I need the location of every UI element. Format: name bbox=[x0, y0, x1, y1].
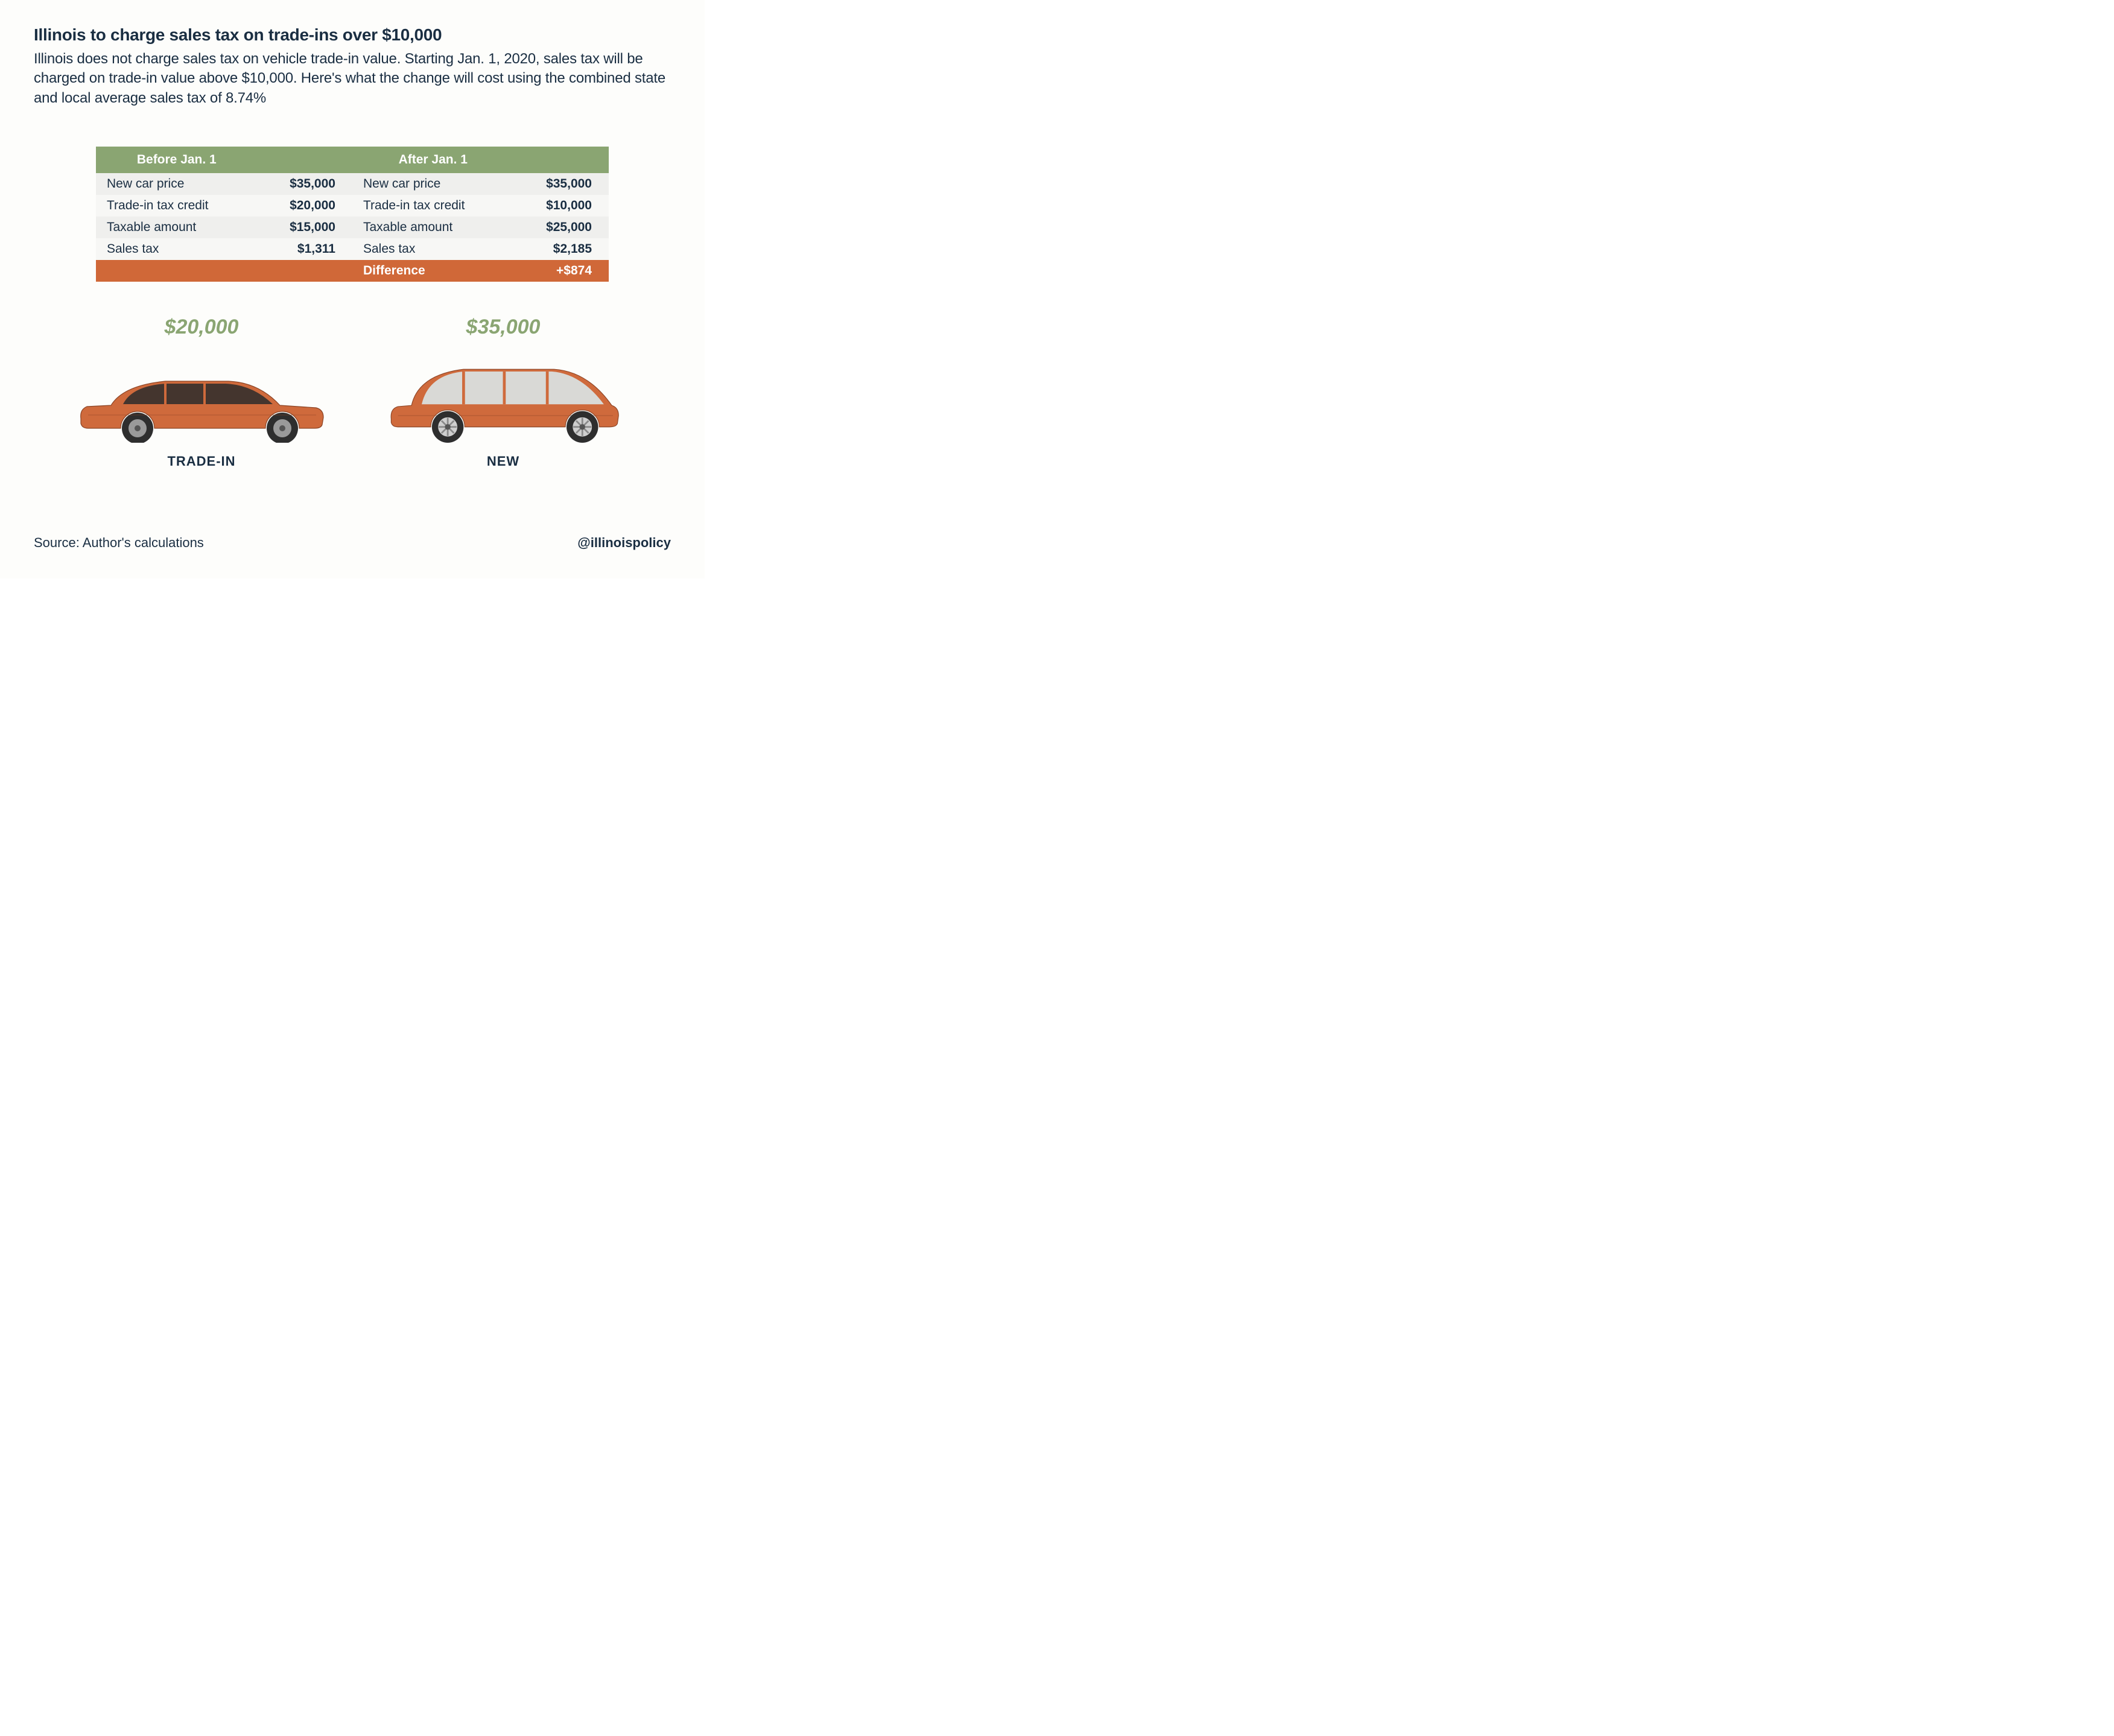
cell-label: New car price bbox=[96, 173, 258, 195]
tradein-price: $20,000 bbox=[165, 315, 239, 339]
new-price: $35,000 bbox=[466, 315, 541, 339]
social-handle: @illinoispolicy bbox=[577, 535, 671, 551]
page-title: Illinois to charge sales tax on trade-in… bbox=[34, 25, 671, 45]
cell-label: New car price bbox=[352, 173, 514, 195]
cell-value: $10,000 bbox=[514, 195, 609, 217]
cell-label: Sales tax bbox=[96, 238, 258, 260]
col-before-value-header bbox=[258, 147, 352, 173]
table-row: Trade-in tax credit $20,000 Trade-in tax… bbox=[96, 195, 609, 217]
difference-value: +$874 bbox=[514, 260, 609, 282]
cell-label: Trade-in tax credit bbox=[96, 195, 258, 217]
cell-value: $2,185 bbox=[514, 238, 609, 260]
sedan-car-icon bbox=[75, 352, 328, 443]
cell-label: Sales tax bbox=[352, 238, 514, 260]
cell-empty bbox=[258, 260, 352, 282]
infographic-canvas: Illinois to charge sales tax on trade-in… bbox=[0, 0, 705, 578]
cell-value: $35,000 bbox=[258, 173, 352, 195]
difference-label: Difference bbox=[352, 260, 514, 282]
cell-value: $35,000 bbox=[514, 173, 609, 195]
cell-label: Trade-in tax credit bbox=[352, 195, 514, 217]
col-after-header: After Jan. 1 bbox=[352, 147, 514, 173]
table-row: New car price $35,000 New car price $35,… bbox=[96, 173, 609, 195]
source-text: Source: Author's calculations bbox=[34, 535, 204, 551]
cell-value: $1,311 bbox=[258, 238, 352, 260]
comparison-table: Before Jan. 1 After Jan. 1 New car price… bbox=[96, 147, 609, 282]
col-after-value-header bbox=[514, 147, 609, 173]
new-car-column: $35,000 bbox=[364, 315, 642, 469]
cell-empty bbox=[96, 260, 258, 282]
cell-label: Taxable amount bbox=[96, 217, 258, 238]
cell-label: Taxable amount bbox=[352, 217, 514, 238]
new-label: NEW bbox=[487, 454, 519, 469]
table-row: Sales tax $1,311 Sales tax $2,185 bbox=[96, 238, 609, 260]
cell-value: $25,000 bbox=[514, 217, 609, 238]
table-row: Taxable amount $15,000 Taxable amount $2… bbox=[96, 217, 609, 238]
col-before-header: Before Jan. 1 bbox=[96, 147, 258, 173]
cell-value: $20,000 bbox=[258, 195, 352, 217]
footer: Source: Author's calculations @illinoisp… bbox=[34, 535, 671, 551]
tradein-car-column: $20,000 TRADE-IN bbox=[63, 315, 340, 469]
difference-row: Difference +$874 bbox=[96, 260, 609, 282]
minivan-car-icon bbox=[376, 352, 630, 443]
cell-value: $15,000 bbox=[258, 217, 352, 238]
car-comparison: $20,000 TRADE-IN $35,000 bbox=[63, 315, 642, 469]
tradein-label: TRADE-IN bbox=[167, 454, 235, 469]
page-subtitle: Illinois does not charge sales tax on ve… bbox=[34, 49, 671, 108]
